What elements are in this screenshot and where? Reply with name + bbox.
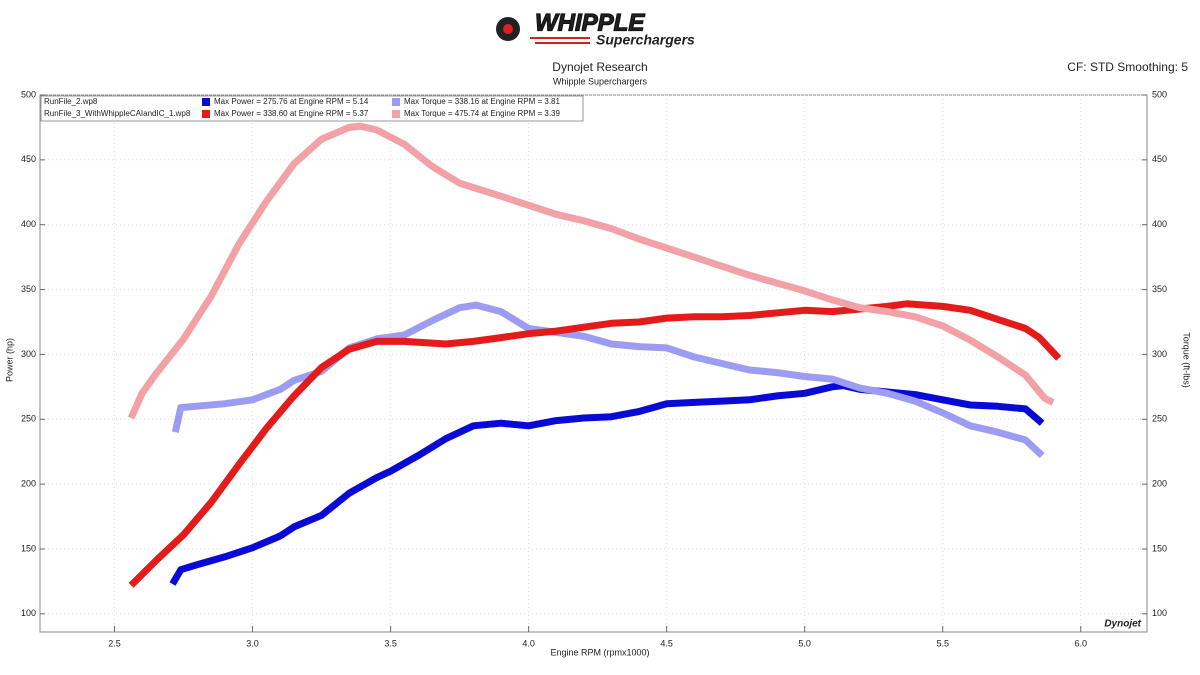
legend-run: RunFile_2.wp8 [44, 97, 98, 106]
series-line [171, 301, 1045, 459]
y-tick-label: 450 [21, 154, 36, 164]
x-tick-label: 6.0 [1074, 638, 1087, 648]
y-tick-label: 500 [21, 89, 36, 99]
y2-tick-label: 450 [1152, 154, 1167, 164]
chart-title: Dynojet Research [552, 60, 647, 74]
y2-tick-label: 500 [1152, 89, 1167, 99]
y-tick-label: 300 [21, 349, 36, 359]
y2-tick-label: 400 [1152, 219, 1167, 229]
y2-tick-label: 200 [1152, 479, 1167, 489]
plot-area [39, 94, 1148, 633]
series-line [127, 122, 1055, 420]
legend-label: Max Power = 338.60 at Engine RPM = 5.37 [214, 109, 369, 118]
y2-tick-label: 150 [1152, 543, 1167, 553]
legend-swatch [392, 98, 400, 106]
y-tick-label: 350 [21, 284, 36, 294]
y-tick-label: 250 [21, 414, 36, 424]
legend-swatch [202, 98, 210, 106]
x-axis-label: Engine RPM (rpmx1000) [550, 647, 649, 657]
legend: RunFile_2.wp8 RunFile_3_WithWhippleCAIand… [40, 95, 584, 122]
y-tick-label: 150 [21, 543, 36, 553]
logo-brand: WHIPPLE [535, 9, 645, 36]
x-tick-label: 3.5 [384, 638, 397, 648]
legend-label: Max Torque = 338.16 at Engine RPM = 3.81 [404, 97, 561, 106]
logo: WHIPPLE Superchargers [496, 9, 695, 48]
settings-note: CF: STD Smoothing: 5 [1067, 60, 1188, 74]
logo-icon-center [503, 24, 513, 34]
x-tick-label: 5.0 [798, 638, 811, 648]
legend-run: RunFile_3_WithWhippleCAIandIC_1.wp8 [44, 109, 191, 118]
series-line [128, 300, 1062, 588]
x-tick-label: 5.5 [936, 638, 949, 648]
y-tick-label: 400 [21, 219, 36, 229]
y-axis-label: Power (hp) [4, 338, 14, 382]
watermark: Dynojet [1104, 619, 1141, 630]
y2-tick-label: 100 [1152, 608, 1167, 618]
y2-tick-label: 350 [1152, 284, 1167, 294]
legend-swatch [392, 110, 400, 118]
legend-box [40, 95, 584, 122]
y-tick-label: 100 [21, 608, 36, 618]
y2-tick-label: 250 [1152, 414, 1167, 424]
chart-subtitle: Whipple Superchargers [553, 76, 648, 86]
legend-label: Max Torque = 475.74 at Engine RPM = 3.39 [404, 109, 561, 118]
logo-tagline: Superchargers [596, 32, 695, 48]
legend-label: Max Power = 275.76 at Engine RPM = 5.14 [214, 97, 369, 106]
x-tick-label: 4.5 [660, 638, 673, 648]
y2-axis-label: Torque (ft-lbs) [1182, 332, 1192, 388]
legend-swatch [202, 110, 210, 118]
y-tick-label: 200 [21, 479, 36, 489]
x-tick-label: 3.0 [246, 638, 259, 648]
x-tick-label: 2.5 [108, 638, 121, 648]
y2-tick-label: 300 [1152, 349, 1167, 359]
x-tick-label: 4.0 [522, 638, 535, 648]
